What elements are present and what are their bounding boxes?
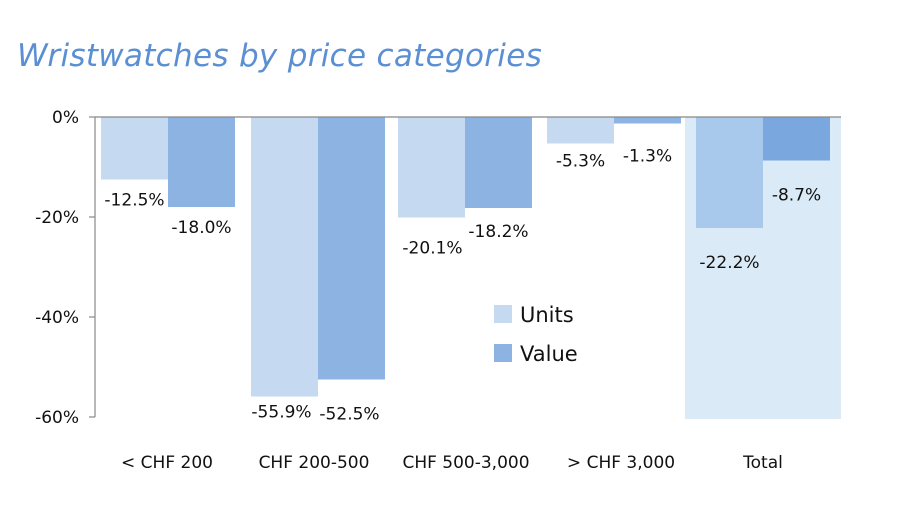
category-label: Total xyxy=(742,453,783,473)
bar-units-2 xyxy=(398,117,465,218)
data-label-units: -20.1% xyxy=(402,239,462,259)
data-label-value: -18.0% xyxy=(171,218,231,238)
legend-label-units: Units xyxy=(520,303,574,327)
data-label-units: -12.5% xyxy=(104,191,164,211)
data-label-value: -8.7% xyxy=(772,186,821,206)
legend-label-value: Value xyxy=(520,342,578,366)
legend-swatch-value xyxy=(494,344,512,362)
bar-value-2 xyxy=(465,117,532,208)
data-label-units: -5.3% xyxy=(556,152,605,172)
y-tick-label: -20% xyxy=(35,208,79,228)
chart-title: Wristwatches by price categories xyxy=(17,38,543,74)
category-label: CHF 200-500 xyxy=(259,453,370,473)
y-tick-label: 0% xyxy=(52,108,79,128)
bar-value-3 xyxy=(614,117,681,124)
data-label-units: -55.9% xyxy=(251,403,311,423)
category-label: CHF 500-3,000 xyxy=(402,453,529,473)
data-label-value: -1.3% xyxy=(623,147,672,167)
bar-value-4 xyxy=(763,117,830,161)
bar-value-1 xyxy=(318,117,385,380)
data-label-units: -22.2% xyxy=(699,253,759,273)
data-label-value: -52.5% xyxy=(319,405,379,425)
legend-swatch-units xyxy=(494,305,512,323)
y-tick-label: -40% xyxy=(35,308,79,328)
category-label: > CHF 3,000 xyxy=(567,453,675,473)
category-label: < CHF 200 xyxy=(121,453,213,473)
bar-units-3 xyxy=(547,117,614,144)
data-label-value: -18.2% xyxy=(468,222,528,242)
bar-units-1 xyxy=(251,117,318,397)
bar-value-0 xyxy=(168,117,235,207)
bar-units-4 xyxy=(696,117,763,228)
bar-units-0 xyxy=(101,117,168,180)
y-tick-label: -60% xyxy=(35,408,79,428)
